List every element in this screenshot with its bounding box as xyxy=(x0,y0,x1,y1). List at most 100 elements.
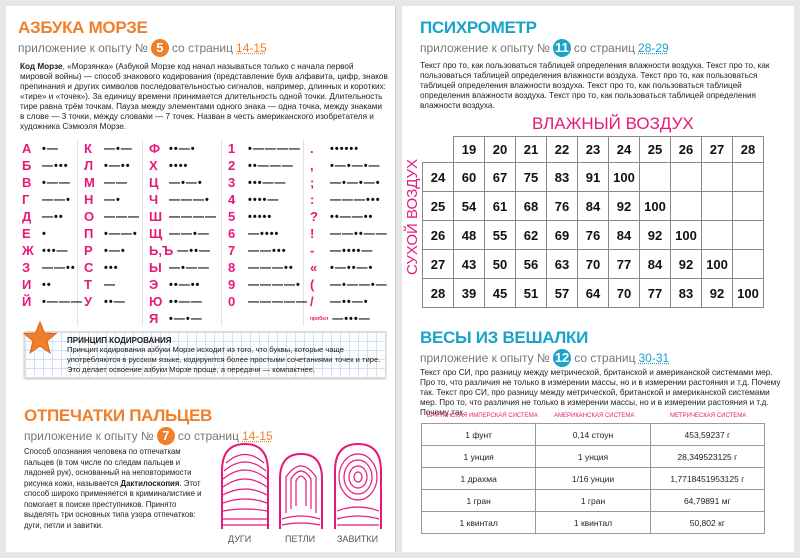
table-row: 24 60 67 75 83 91 100 xyxy=(422,162,764,192)
morse-symbol: Т xyxy=(84,277,92,292)
humidity-cell: 62 xyxy=(515,220,547,250)
psychrometer-title: ПСИХРОМЕТР xyxy=(420,18,537,37)
right-page: ПСИХРОМЕТР приложение к опыту № 11 со ст… xyxy=(402,6,794,552)
weight-cell: 1 унция xyxy=(420,445,537,468)
weight-cell: 1 гран xyxy=(535,489,651,512)
humidity-cell xyxy=(701,162,733,192)
morse-entry: Р •—• xyxy=(84,242,142,259)
humidity-cell: 84 xyxy=(608,220,640,250)
morse-symbol: Г xyxy=(22,192,30,207)
morse-code: ——•— xyxy=(169,227,210,240)
principle-title: ПРИНЦИП КОДИРОВАНИЯ xyxy=(67,336,172,345)
pages-link[interactable]: 14-15 xyxy=(242,429,273,443)
morse-symbol: Е xyxy=(22,226,31,241)
morse-code: —•—— xyxy=(169,261,210,274)
wet-air-label: ВЛАЖНЫЙ ВОЗДУХ xyxy=(532,114,694,133)
weight-cell: 1 драхма xyxy=(420,467,537,490)
morse-symbol: Ц xyxy=(149,175,159,190)
dry-temp-header: 28 xyxy=(422,278,454,308)
morse-symbol: Ы xyxy=(149,260,162,275)
morse-column: 1 •———— 2 ••——— 3 •••—— 4 ••••— 5 ••••• 6 —•••• 7 ——•… xyxy=(228,140,307,326)
table-row: 1 гран 1 гран 64,79891 мг xyxy=(420,489,766,512)
humidity-cell: 92 xyxy=(701,278,733,308)
morse-code: •———— xyxy=(248,142,301,155)
subtitle-mid: со страниц xyxy=(177,429,240,443)
pages-link[interactable]: 14-15 xyxy=(236,41,267,55)
humidity-cell: 67 xyxy=(484,162,516,192)
morse-code: •—— xyxy=(42,176,71,189)
experiment-number-badge: 5 xyxy=(150,39,169,57)
morse-code: —••—• xyxy=(330,295,369,308)
morse-entry: 7 ——••• xyxy=(228,242,303,259)
humidity-cell: 61 xyxy=(484,191,516,221)
morse-code: ••••• xyxy=(248,210,273,223)
humidity-cell xyxy=(639,162,671,192)
morse-symbol: Б xyxy=(22,158,32,173)
subtitle-prefix: приложение к опыту № xyxy=(420,41,550,55)
morse-code: ————— xyxy=(248,295,308,308)
morse-entry: А •— xyxy=(22,140,77,157)
morse-entry: Ш ———— xyxy=(149,208,221,225)
morse-entry: ; —•—•—• xyxy=(310,174,382,191)
morse-symbol: 0 xyxy=(228,294,236,309)
header-row: 19 20 21 22 23 24 25 26 27 28 xyxy=(423,136,764,163)
morse-symbol: Ч xyxy=(149,192,159,207)
humidity-cell: 51 xyxy=(515,278,547,308)
pages-link[interactable]: 28-29 xyxy=(638,41,669,55)
humidity-cell: 76 xyxy=(577,220,609,250)
morse-code: ——— xyxy=(104,210,140,223)
morse-code: ••••— xyxy=(248,193,280,206)
morse-code: —••••— xyxy=(330,244,374,257)
humidity-cell: 100 xyxy=(608,162,640,192)
morse-entry: Д —•• xyxy=(22,208,77,225)
morse-code: •——• xyxy=(104,227,138,240)
morse-symbol: ? xyxy=(310,209,318,224)
morse-entry: Э ••—•• xyxy=(149,276,221,293)
humidity-cell: 60 xyxy=(453,162,485,192)
humidity-cell xyxy=(732,220,764,250)
humidity-cell: 100 xyxy=(639,191,671,221)
morse-symbol: ! xyxy=(310,226,315,241)
morse-entry: О ——— xyxy=(84,208,142,225)
morse-symbol: Н xyxy=(84,192,94,207)
weight-cell: 453,59237 г xyxy=(649,423,766,446)
morse-entry: И •• xyxy=(22,276,77,293)
morse-column: К —•— Л •—•• М —— Н —• О ——— П •——• Р •—• С ••• Т — У ••— xyxy=(84,140,143,326)
morse-code: ••• xyxy=(104,261,119,274)
morse-symbol: , xyxy=(310,158,314,173)
morse-code: ————• xyxy=(248,278,301,291)
morse-code: ——••—— xyxy=(330,227,388,240)
morse-symbol: Ь,Ъ xyxy=(149,243,174,258)
humidity-cell: 64 xyxy=(577,278,609,308)
morse-code: —••• xyxy=(42,159,69,172)
humidity-cell: 54 xyxy=(453,191,485,221)
morse-entry: Б —••• xyxy=(22,157,77,174)
morse-symbol: А xyxy=(22,141,32,156)
fingerprint-whorl-icon xyxy=(334,442,382,529)
morse-entry: 3 •••—— xyxy=(228,174,303,191)
morse-symbol: Х xyxy=(149,158,158,173)
subtitle-prefix: приложение к опыту № xyxy=(420,351,550,365)
morse-code: •—•• xyxy=(104,159,131,172)
morse-entry: (—•——•— xyxy=(310,276,387,293)
principle-note: ПРИНЦИП КОДИРОВАНИЯ Принцип кодирования … xyxy=(24,331,386,378)
morse-code: ———— xyxy=(169,210,217,223)
wet-temp-header: 19 xyxy=(453,136,485,163)
morse-symbol: В xyxy=(22,175,32,190)
table-row: 1 фунт 0,14 стоун 453,59237 г xyxy=(420,423,766,446)
psychrometer-subtitle: приложение к опыту № 11 со страниц 28-29 xyxy=(420,39,669,57)
morse-symbol: : xyxy=(310,192,315,207)
morse-code: ———• xyxy=(169,193,210,206)
morse-entry: Ч ———• xyxy=(149,191,221,208)
morse-symbol: 8 xyxy=(228,260,236,275)
morse-entry: / —••—• xyxy=(310,293,382,310)
morse-code: —••— xyxy=(177,244,211,257)
morse-code: —•— xyxy=(104,142,133,155)
morse-code: •••—— xyxy=(248,176,287,189)
header-american: Американская система xyxy=(554,413,635,419)
psychrometer-table: 19 20 21 22 23 24 25 26 27 28 24 60 67 75 83 91 100 25 54 6… xyxy=(422,136,764,308)
pages-link[interactable]: 30-31 xyxy=(638,351,670,365)
humidity-cell xyxy=(732,249,764,279)
humidity-cell: 69 xyxy=(546,220,578,250)
morse-entry: В •—— xyxy=(22,174,77,191)
